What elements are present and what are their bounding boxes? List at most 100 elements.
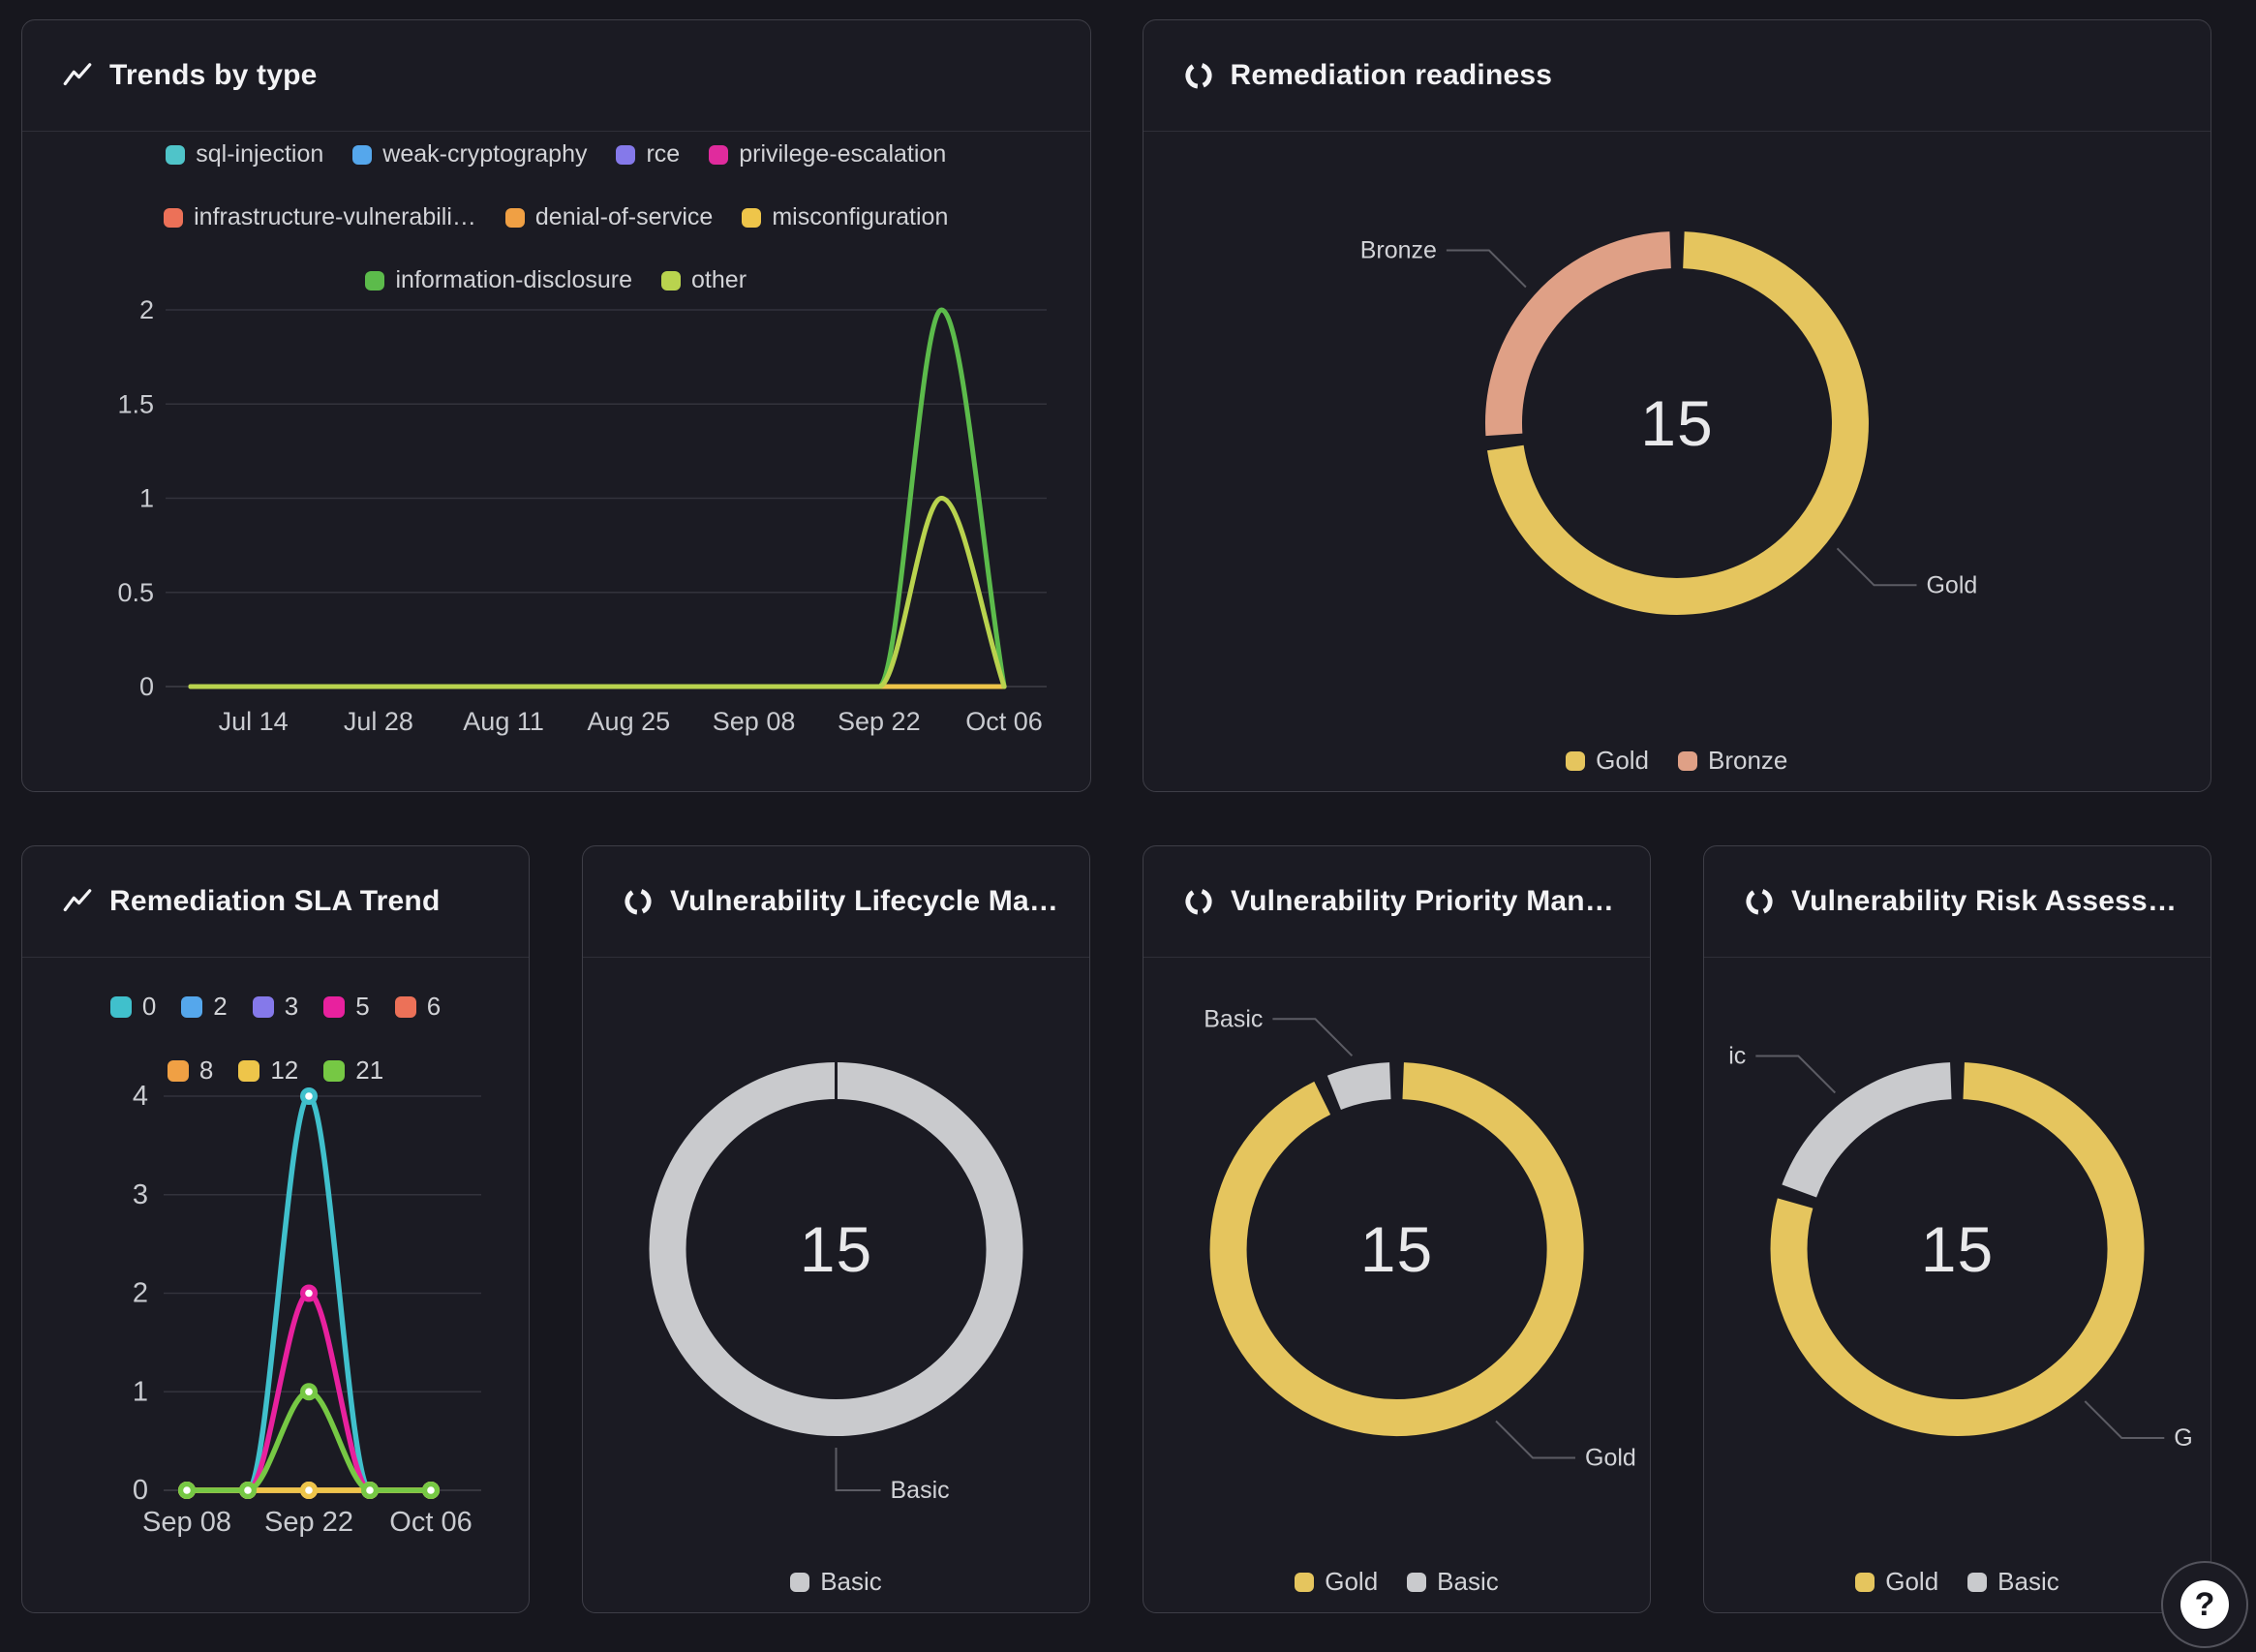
panel-vulnerability-lifecycle: Vulnerability Lifecycle Ma… 15 Basic Basic	[582, 845, 1090, 1613]
panel-trends-by-type: Trends by type sql-injection weak-cryptog…	[21, 19, 1091, 792]
legend-item-Gold[interactable]: Gold	[1566, 746, 1649, 776]
legend-row: 0 2 3 5 6	[98, 992, 453, 1022]
legend-item-privilege-escalation[interactable]: privilege-escalation	[709, 140, 946, 168]
legend-swatch	[616, 144, 636, 165]
panel-title: Remediation SLA Trend	[109, 885, 441, 917]
legend-item-Gold[interactable]: Gold	[1855, 1567, 1938, 1597]
y-axis-label: 2	[139, 295, 154, 324]
donut-center-value: 15	[800, 1213, 872, 1285]
vulnerability-risk-chart[interactable]: 15 ic G	[1704, 959, 2210, 1613]
panel-body: 15 Bronze Gold Gold Bronze	[1143, 133, 2211, 791]
legend-item-rce[interactable]: rce	[616, 140, 680, 168]
callout-label-Basic: Basic	[891, 1477, 950, 1504]
legend-item-12[interactable]: 12	[238, 1055, 298, 1086]
dashboard-row-top: Trends by type sql-injection weak-cryptog…	[21, 19, 2211, 792]
data-point-center	[305, 1092, 313, 1100]
trends-by-type-chart[interactable]: 2 1.5 1 0.5 0 Jul 14 Jul 28 Aug 11 Aug 25 Sep 08 S…	[22, 292, 1089, 792]
legend-swatch	[742, 207, 762, 228]
line-chart-icon	[61, 59, 94, 92]
legend-label: denial-of-service	[534, 203, 714, 230]
legend-item-Basic[interactable]: Basic	[790, 1567, 882, 1597]
legend-swatch	[323, 995, 346, 1018]
donut-segment-Gold[interactable]	[1770, 1062, 2145, 1436]
legend-item-Basic[interactable]: Basic	[1407, 1567, 1499, 1597]
donut-segment-Basic[interactable]	[1326, 1062, 1392, 1111]
donut-center-value: 15	[1360, 1213, 1433, 1285]
panel-body: sql-injection weak-cryptography rce privile…	[22, 133, 1090, 791]
donut-segment-Gold[interactable]	[1486, 231, 1869, 615]
panel-title: Vulnerability Risk Assess…	[1791, 885, 2178, 917]
legend-item-sql-injection[interactable]: sql-injection	[166, 140, 323, 168]
legend-item-0[interactable]: 0	[109, 992, 156, 1022]
y-axis-label: 0.5	[117, 578, 154, 607]
legend-item-8[interactable]: 8	[167, 1055, 213, 1086]
legend-item-weak-cryptography[interactable]: weak-cryptography	[352, 140, 587, 168]
callout-line	[1446, 249, 1527, 289]
legend-swatch	[1295, 1572, 1315, 1592]
legend-label: 2	[213, 992, 228, 1021]
x-axis-label: Sep 22	[838, 707, 921, 736]
x-axis-label: Sep 08	[142, 1507, 231, 1538]
legend-item-other[interactable]: other	[661, 266, 747, 294]
panel-header: Vulnerability Lifecycle Ma…	[583, 846, 1089, 958]
chart-legend: 0 2 3 5 6 8 12 21	[22, 959, 529, 1086]
legend-label: 3	[284, 992, 299, 1021]
donut-center-value: 15	[1640, 387, 1713, 459]
panel-vulnerability-risk: Vulnerability Risk Assess… 15 ic G Gold Basi…	[1703, 845, 2211, 1613]
legend-label: sql-injection	[196, 140, 324, 168]
legend-label: Bronze	[1708, 746, 1788, 775]
legend-label: Gold	[1325, 1567, 1379, 1596]
vulnerability-priority-chart[interactable]: 15 Basic Gold	[1143, 959, 1650, 1613]
legend-item-3[interactable]: 3	[252, 992, 299, 1022]
legend-label: infrastructure-vulnerabili…	[194, 203, 476, 230]
y-axis-label: 0	[133, 1475, 148, 1506]
legend-item-6[interactable]: 6	[394, 992, 441, 1022]
legend-item-5[interactable]: 5	[323, 992, 370, 1022]
legend-label: 21	[355, 1055, 384, 1085]
panel-body: 15 ic G Gold Basic	[1704, 959, 2210, 1612]
legend-swatch	[238, 1059, 260, 1082]
legend-label: privilege-escalation	[739, 140, 947, 168]
legend-item-Gold[interactable]: Gold	[1295, 1567, 1378, 1597]
legend-label: other	[691, 266, 747, 293]
chart-legend: sql-injection weak-cryptography rce privile…	[22, 133, 1090, 294]
y-axis-label: 1	[139, 484, 154, 513]
donut-segment-Gold[interactable]	[1209, 1062, 1584, 1436]
legend-swatch	[352, 144, 373, 165]
legend-swatch	[1566, 750, 1586, 771]
x-axis-label: Oct 06	[389, 1507, 472, 1538]
chart-legend: Basic	[583, 1567, 1089, 1597]
legend-label: rce	[646, 140, 681, 168]
legend-item-misconfiguration[interactable]: misconfiguration	[742, 203, 948, 231]
y-axis-label: 4	[133, 1081, 148, 1112]
y-axis-label: 2	[133, 1278, 148, 1309]
legend-label: Gold	[1596, 746, 1650, 775]
question-mark-icon: ?	[2180, 1580, 2229, 1629]
vulnerability-lifecycle-chart[interactable]: 15 Basic	[583, 959, 1089, 1613]
donut-segment-Basic[interactable]	[1782, 1062, 1952, 1198]
help-button[interactable]: ?	[2161, 1561, 2248, 1648]
donut-segment-Bronze[interactable]	[1484, 231, 1671, 437]
legend-item-infrastructure-vulnerabili…[interactable]: infrastructure-vulnerabili…	[164, 203, 476, 231]
callout-line	[1272, 1018, 1354, 1057]
legend-label: weak-cryptography	[382, 140, 588, 168]
legend-item-Basic[interactable]: Basic	[1967, 1567, 2059, 1597]
remediation-readiness-chart[interactable]: 15 Bronze Gold	[1143, 133, 2210, 792]
legend-item-denial-of-service[interactable]: denial-of-service	[504, 203, 714, 231]
legend-label: information-disclosure	[395, 266, 633, 293]
legend-item-21[interactable]: 21	[323, 1055, 383, 1086]
legend-swatch	[181, 995, 203, 1018]
legend-label: Basic	[820, 1567, 882, 1596]
legend-swatch	[394, 995, 416, 1018]
x-axis-label: Sep 22	[264, 1507, 353, 1538]
callout-label-Gold: Gold	[1926, 571, 1977, 598]
donut-center-value: 15	[1921, 1213, 1994, 1285]
legend-label: 12	[270, 1055, 299, 1085]
callout-line	[1495, 1420, 1575, 1459]
callout-line	[1836, 547, 1916, 587]
legend-item-Bronze[interactable]: Bronze	[1678, 746, 1787, 776]
x-axis-label: Aug 11	[463, 707, 544, 736]
legend-item-2[interactable]: 2	[181, 992, 228, 1022]
legend-item-information-disclosure[interactable]: information-disclosure	[365, 266, 632, 294]
